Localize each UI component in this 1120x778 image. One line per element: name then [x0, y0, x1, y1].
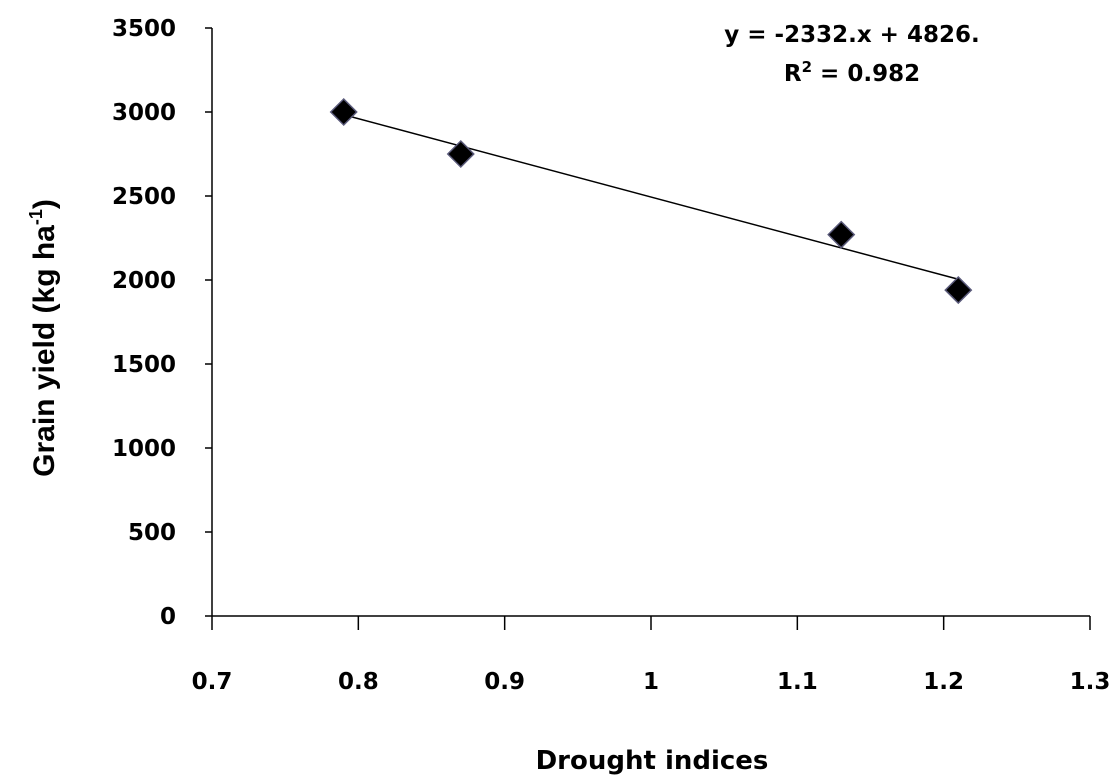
y-axis-title: Grain yield (kg ha-1)	[26, 199, 61, 477]
data-point-marker	[944, 276, 973, 305]
y-axis-title-main: Grain yield (kg ha	[28, 225, 61, 477]
y-tick-label: 3000	[112, 100, 176, 126]
y-tick-label: 1000	[112, 436, 176, 462]
data-points	[329, 97, 973, 305]
x-tick-label: 1.2	[923, 669, 964, 695]
r-squared-value: = 0.982	[812, 61, 920, 87]
r-squared-superscript: 2	[802, 58, 812, 76]
y-tick-label: 3500	[112, 16, 176, 42]
data-point-marker	[329, 97, 358, 127]
r-squared-symbol: R	[784, 61, 802, 87]
y-axis-title-close: )	[28, 199, 61, 209]
x-tick-label: 0.8	[338, 669, 379, 695]
x-tick-label: 0.7	[192, 669, 233, 695]
r-squared-label: R2 = 0.982	[784, 58, 920, 87]
y-tick-label: 2500	[112, 184, 176, 210]
x-axis-title: Drought indices	[536, 746, 769, 776]
trendline-group	[343, 114, 959, 281]
y-axis-ticks: 0 500 1000 1500 2000 2500 3000 3500	[112, 16, 212, 630]
trendline	[343, 114, 959, 281]
x-tick-label: 1	[643, 669, 659, 695]
data-point-marker	[446, 139, 475, 169]
x-tick-label: 1.3	[1070, 669, 1111, 695]
data-point-marker	[827, 220, 856, 249]
y-tick-label: 0	[160, 604, 176, 630]
y-tick-label: 500	[128, 520, 176, 546]
x-axis-ticks: 0.7 0.8 0.9 1 1.1 1.2 1.3	[192, 616, 1111, 695]
y-axis-title-superscript: -1	[26, 209, 46, 225]
x-tick-label: 1.1	[777, 669, 818, 695]
x-tick-label: 0.9	[484, 669, 525, 695]
trendline-equation: y = -2332.x + 4826.	[724, 22, 979, 48]
y-tick-label: 2000	[112, 268, 176, 294]
y-tick-label: 1500	[112, 352, 176, 378]
